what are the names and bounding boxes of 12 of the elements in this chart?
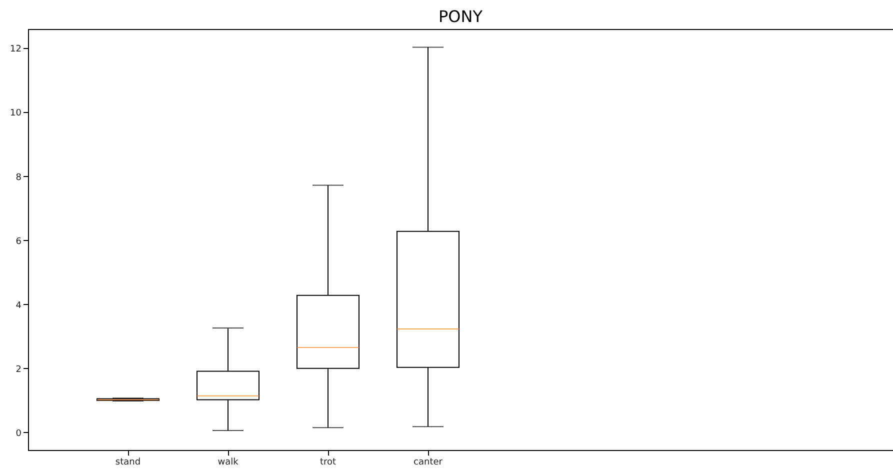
- y-tick-label: 12: [10, 44, 22, 55]
- y-tick-label: 8: [16, 172, 22, 183]
- y-tick-label: 0: [16, 428, 22, 439]
- x-tick-label: walk: [218, 458, 240, 468]
- y-tick-label: 10: [10, 108, 22, 119]
- y-tick-label: 2: [16, 364, 22, 375]
- x-tick-label: stand: [115, 458, 141, 468]
- x-tick-label: trot: [320, 458, 336, 468]
- chart-title: PONY: [438, 7, 483, 26]
- y-tick-label: 4: [16, 300, 22, 311]
- x-tick-label: canter: [414, 458, 443, 468]
- y-tick-label: 6: [16, 236, 22, 247]
